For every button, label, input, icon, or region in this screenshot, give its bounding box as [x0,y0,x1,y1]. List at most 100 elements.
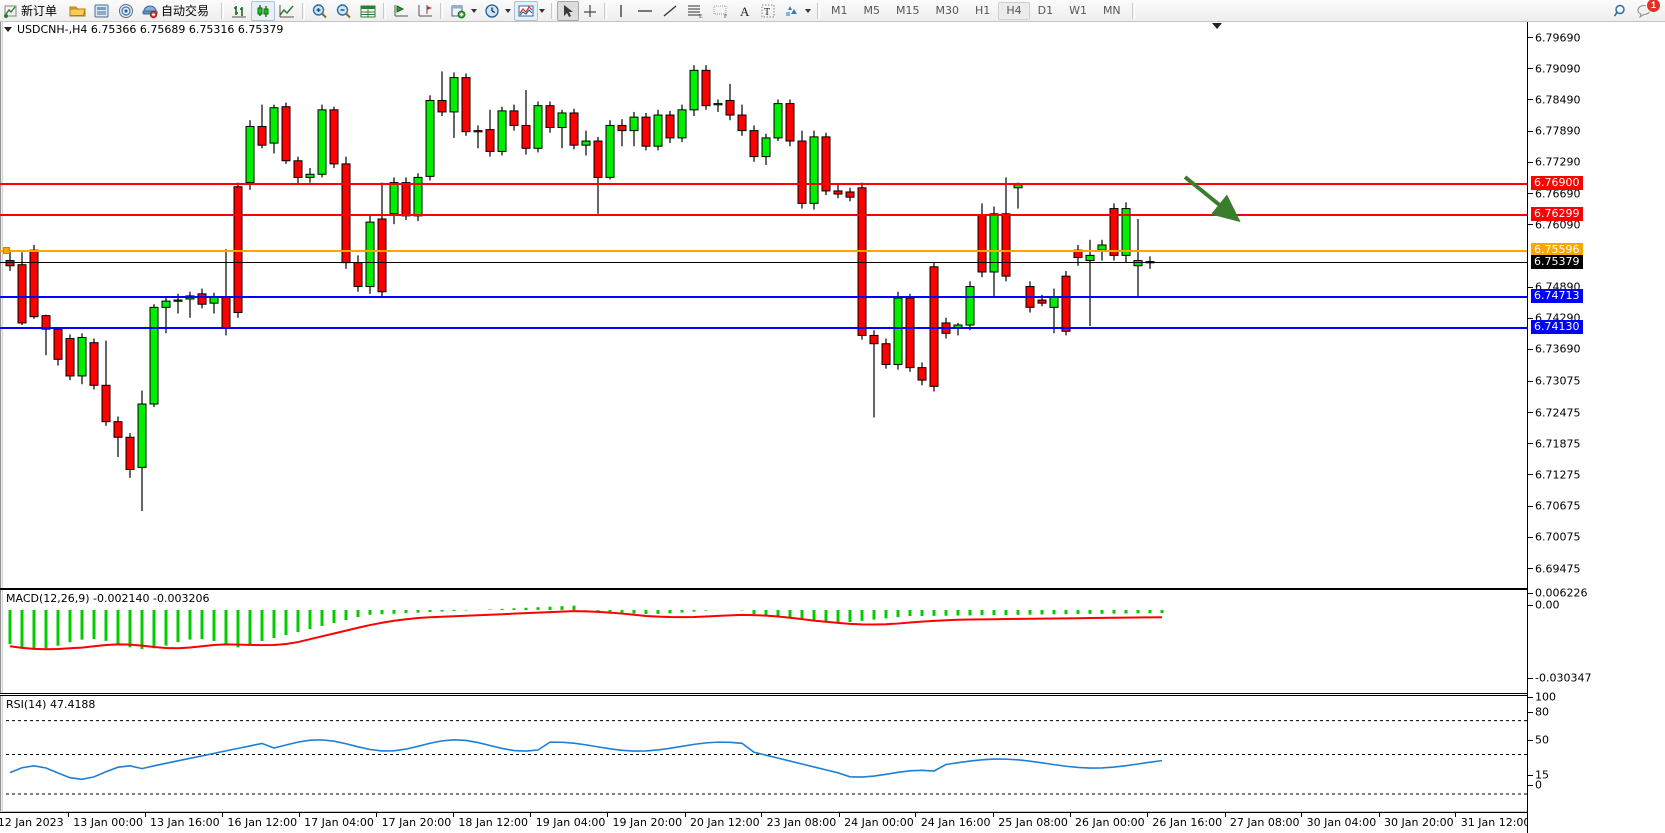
order-level-handle[interactable] [3,247,10,255]
price-level-line[interactable] [0,261,1527,263]
candle-body [845,191,855,198]
timeframe-m5[interactable]: M5 [863,4,881,17]
period-clock-icon [485,3,499,18]
time-axis[interactable]: 12 Jan 2023 13 Jan 00:00 13 Jan 16:00 16 Ja… [0,812,1665,833]
folder-button[interactable] [66,1,90,21]
toolbar-separator [551,2,555,19]
line-chart-button[interactable] [275,1,299,21]
horizontal-line-button[interactable] [632,1,658,21]
text-button[interactable]: A [734,1,756,21]
price-pane-left-edge [0,22,3,588]
channel-icon: F [713,5,728,19]
expert-advisor-button[interactable]: 自动交易 [138,1,218,21]
macd-pane[interactable] [0,589,1527,693]
price-tag-resistance-upper[interactable]: 6.76900 [1531,175,1583,190]
candle-body [833,190,843,195]
candle-body [377,218,387,293]
chart-shift-button[interactable] [389,1,413,21]
price-level-line[interactable] [0,296,1527,299]
candle-body [413,176,423,217]
bar-chart-button[interactable] [227,1,251,21]
price-level-line[interactable] [0,182,1527,185]
chat-button[interactable]: 1 [1633,0,1661,21]
zoom-out-button[interactable] [332,1,356,21]
chart-shift-icon [394,4,409,16]
symbol-chevron-down-icon[interactable] [4,26,12,32]
add-template-chevron-down-icon[interactable] [471,8,478,13]
timeframe-h4[interactable]: H4 [998,1,1030,20]
candle-body [353,262,363,288]
candle-body [713,103,723,106]
price-tag-resistance-lower[interactable]: 6.76299 [1531,206,1583,221]
shapes-button[interactable] [780,1,804,21]
price-tick: 6.71875 [1528,437,1581,450]
zoom-out-icon [336,3,351,18]
crosshair-button[interactable] [579,1,601,21]
timeframe-m1[interactable]: M1 [831,4,848,17]
candle-body [809,136,819,204]
timeframe-m30[interactable]: M30 [935,4,960,17]
price-level-line[interactable] [0,326,1527,329]
time-label: 13 Jan 00:00 [73,816,143,829]
time-tick [1147,813,1149,817]
news-button[interactable] [90,1,114,21]
trendline-button[interactable] [658,1,682,21]
signals-button[interactable] [114,1,138,21]
shapes-chevron-down-icon[interactable] [805,8,812,13]
auto-scroll-button[interactable] [413,1,437,21]
vertical-line-button[interactable] [610,1,632,21]
timeframe-m15[interactable]: M15 [896,4,920,17]
collapse-chevron-down-icon[interactable] [1212,23,1222,29]
zoom-in-icon [312,3,327,18]
new-order-button[interactable]: 新订单 [0,1,66,21]
indicator-list-button[interactable] [514,0,539,21]
candle-body [593,140,603,178]
timeframe-h1[interactable]: H1 [975,4,991,17]
candle-body [161,300,171,308]
candle-body [869,334,879,345]
rsi-scale-100: 100 [1528,690,1556,704]
price-tag-support-lower[interactable]: 6.74130 [1531,319,1583,334]
time-label: 31 Jan 12:00 [1460,816,1531,829]
price-axis[interactable]: 6.79690 6.79090 6.78490 6.77890 6.77290 6.766… [1527,22,1665,833]
data-window-button[interactable] [356,1,380,21]
candle-body [41,315,51,330]
price-tag-support-upper[interactable]: 6.74713 [1531,289,1583,304]
text-label-button[interactable]: T [756,1,780,21]
candle-body [53,328,63,360]
symbol-header[interactable]: USDCNH-,H4 6.75366 6.75689 6.75316 6.753… [0,22,283,36]
add-template-button[interactable] [446,1,470,21]
cursor-button[interactable] [557,0,580,21]
candle-body [173,299,183,302]
candle-body [509,110,519,126]
time-label: 24 Jan 00:00 [844,816,914,829]
chart-area[interactable]: USDCNH-,H4 6.75366 6.75689 6.75316 6.753… [0,22,1665,833]
timeframe-w1[interactable]: W1 [1069,4,1087,17]
candle-body [305,173,315,178]
price-level-line[interactable] [0,250,1527,253]
fibonacci-button[interactable]: E [682,1,708,21]
candle-body [761,137,771,158]
timeframe-d1[interactable]: D1 [1037,4,1054,17]
price-tag-order-level[interactable]: 6.75596 [1531,243,1583,258]
period-button[interactable] [480,1,504,21]
time-tick [684,813,686,817]
time-tick [1224,813,1226,817]
candle-body [569,112,579,146]
search-button[interactable] [1609,1,1633,21]
candle-body [5,260,15,267]
zoom-in-button[interactable] [308,1,332,21]
price-tag-current-price[interactable]: 6.75379 [1531,254,1583,269]
candlestick-chart-button[interactable] [251,0,276,21]
price-pane[interactable] [0,22,1527,588]
price-tick: 6.70075 [1528,530,1581,544]
channel-button[interactable]: F [708,1,734,21]
indicator-chevron-down-icon[interactable] [539,8,546,13]
new-order-label: 新订单 [21,4,58,18]
price-level-line[interactable] [0,213,1527,216]
timeframe-mn[interactable]: MN [1102,4,1121,17]
candle-body [977,214,987,273]
period-chevron-down-icon[interactable] [505,8,512,13]
toolbar-group-zoom [308,0,380,22]
rsi-pane[interactable] [0,695,1527,812]
